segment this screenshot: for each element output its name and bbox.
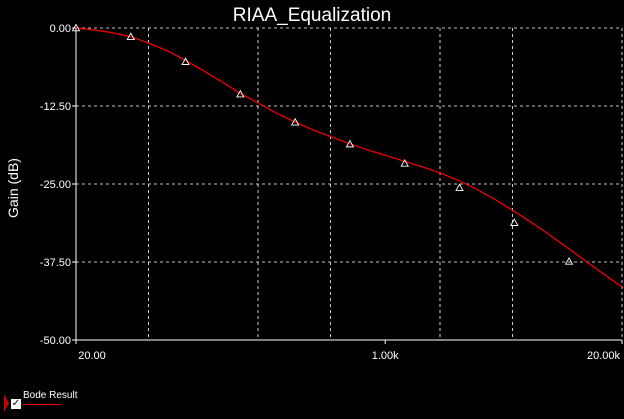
series-marker-triangle xyxy=(564,256,574,265)
y-axis-label: Gain (dB) xyxy=(5,158,21,218)
grid-lines xyxy=(76,28,622,340)
x-tick-label: 1.00k xyxy=(372,350,399,362)
y-tick-label: -37.50 xyxy=(40,257,71,269)
legend: ✓ Bode Result xyxy=(4,390,77,414)
series-marker-triangle xyxy=(510,218,519,226)
chart-title: RIAA_Equalization xyxy=(233,5,391,26)
y-tick-label: -25.00 xyxy=(40,179,71,191)
legend-checkbox[interactable]: ✓ xyxy=(11,398,21,409)
series-marker-triangle xyxy=(236,89,245,98)
series-marker-triangle xyxy=(290,117,300,126)
y-tick-label: -12.50 xyxy=(40,101,71,113)
series-markers xyxy=(71,23,574,265)
y-tick-label: 0.00 xyxy=(50,23,71,35)
series-layer xyxy=(75,27,623,288)
series-marker-triangle xyxy=(71,23,81,32)
legend-expand-icon[interactable] xyxy=(4,394,9,412)
series-line-bode-result xyxy=(75,27,623,288)
x-tick-label: 20.00k xyxy=(587,350,621,362)
series-marker-triangle xyxy=(455,183,464,191)
x-tick-label: 20.00 xyxy=(78,350,106,362)
legend-entry[interactable]: Bode Result xyxy=(23,390,77,405)
legend-label: Bode Result xyxy=(23,390,78,401)
series-marker-triangle xyxy=(126,32,136,40)
y-tick-label: -50.00 xyxy=(40,335,71,347)
tick-labels: 0.00 -12.50 -25.00 -37.50 -50.00 20.00 1.00k 20… xyxy=(40,23,623,362)
series-marker-triangle xyxy=(345,139,355,148)
series-marker-triangle xyxy=(181,57,190,65)
series-marker-triangle xyxy=(400,158,409,167)
legend-line-swatch xyxy=(23,404,61,405)
